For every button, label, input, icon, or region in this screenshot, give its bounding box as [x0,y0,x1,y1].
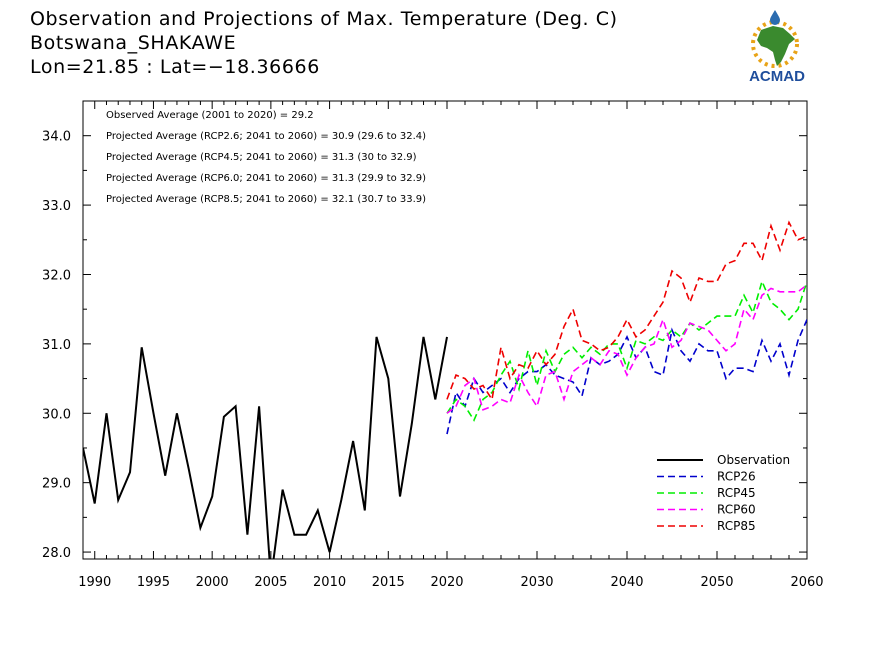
acmad-logo: ACMAD [749,10,805,85]
legend-label-rcp85: RCP85 [717,519,756,533]
series-line-rcp26 [446,319,807,435]
legend-label-observation: Observation [717,453,790,467]
chart-subtitle: Botswana_SHAKAWE [30,32,237,54]
annotation-rcp60: Projected Average (RCP6.0; 2041 to 2060)… [106,173,426,184]
y-tick-label: 31.0 [42,338,71,353]
x-tick-label: 2020 [430,575,463,590]
series-line-rcp45 [446,279,807,422]
x-tick-label: 2040 [610,575,643,590]
y-tick-label: 29.0 [42,477,71,492]
water-drop-icon [770,10,780,25]
logo-text: ACMAD [749,68,805,85]
x-tick-label: 2060 [790,575,823,590]
y-tick-label: 28.0 [42,546,71,561]
annotation-rcp45: Projected Average (RCP4.5; 2041 to 2060)… [106,152,417,163]
annotation-rcp85: Projected Average (RCP8.5; 2041 to 2060)… [106,194,426,205]
annotations: Observed Average (2001 to 2020) = 29.2 P… [106,110,426,205]
x-tick-label: 2015 [372,575,405,590]
x-tick-label: 1990 [78,575,111,590]
series-line-rcp85 [446,220,807,402]
y-tick-label: 32.0 [42,268,71,283]
africa-map-icon [757,26,795,66]
sun-icon [751,20,799,68]
annotation-observed: Observed Average (2001 to 2020) = 29.2 [106,110,314,121]
chart-title: Observation and Projections of Max. Temp… [30,8,618,30]
legend-label-rcp45: RCP45 [717,486,756,500]
legend: Observation RCP26 RCP45 RCP60 RCP85 [657,453,790,533]
x-tick-label: 2005 [254,575,287,590]
y-tick-label: 30.0 [42,407,71,422]
x-tick-label: 2000 [196,575,229,590]
x-tick-label: 2050 [700,575,733,590]
series-line-observation [83,336,448,559]
x-tick-label: 1995 [137,575,170,590]
legend-label-rcp26: RCP26 [717,470,756,484]
chart-location: Lon=21.85 : Lat=−18.36666 [30,56,320,78]
x-tick-label: 2030 [520,575,553,590]
legend-label-rcp60: RCP60 [717,503,756,517]
y-tick-label: 34.0 [42,130,71,145]
x-tick-label: 2010 [313,575,346,590]
series-line-rcp60 [446,284,807,414]
y-tick-label: 33.0 [42,199,71,214]
annotation-rcp26: Projected Average (RCP2.6; 2041 to 2060)… [106,131,426,142]
plot-frame [82,100,808,560]
